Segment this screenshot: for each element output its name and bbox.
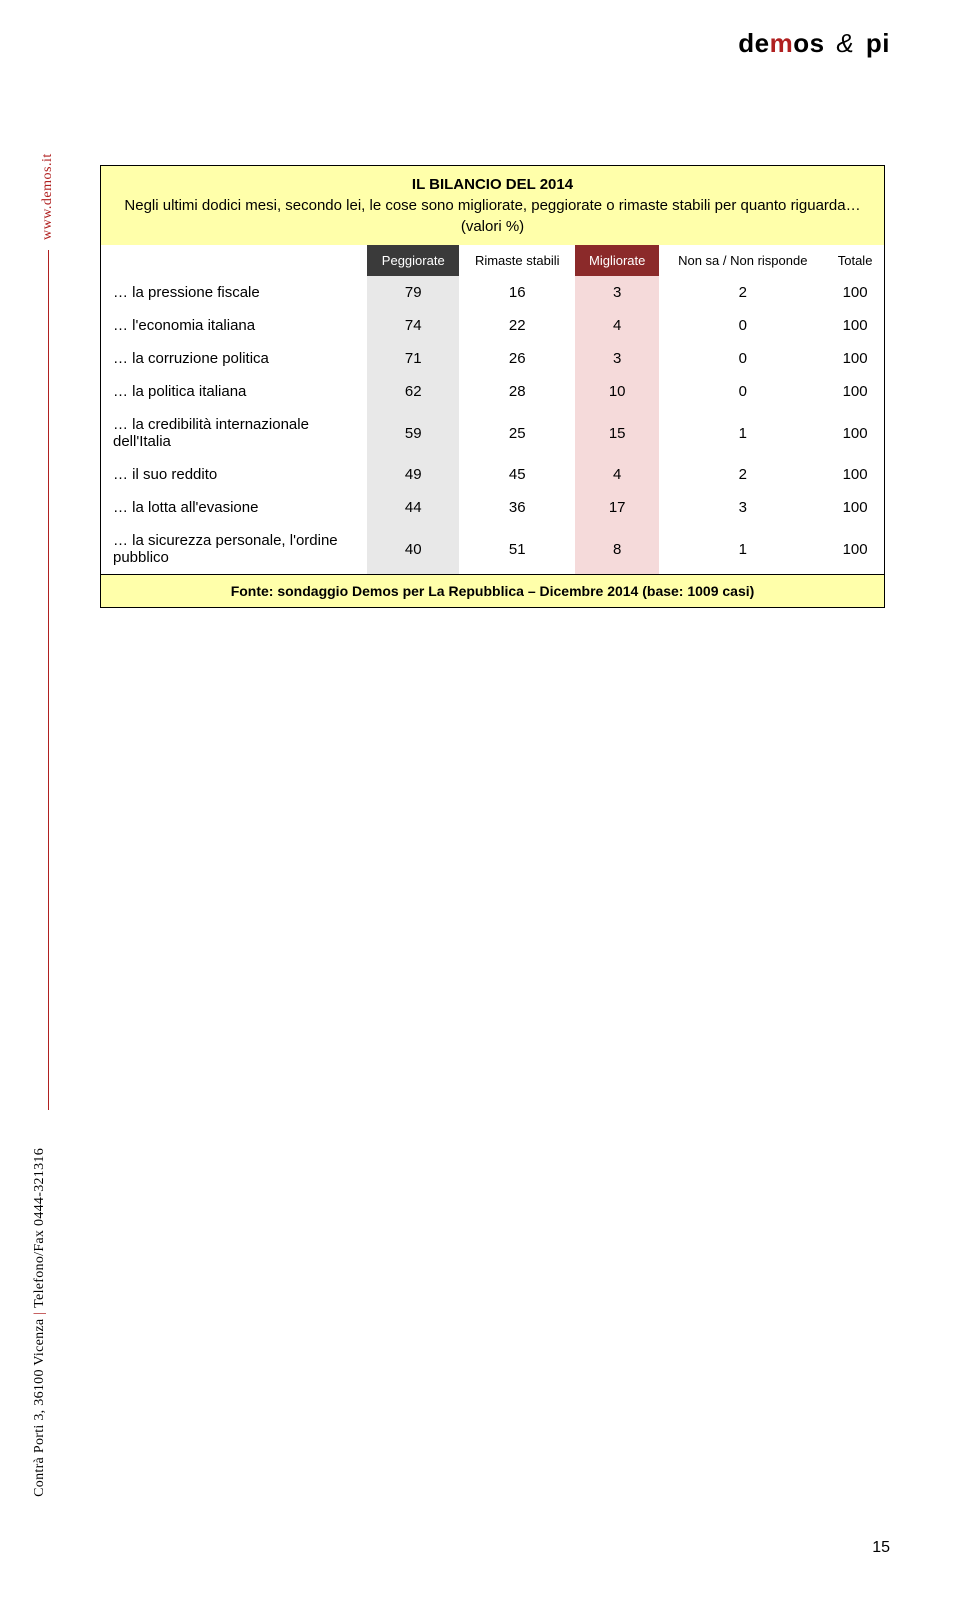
row-label: … la corruzione politica	[101, 342, 368, 375]
table-header-row: Peggiorate Rimaste stabili Migliorate No…	[101, 245, 885, 276]
table-footer: Fonte: sondaggio Demos per La Repubblica…	[101, 575, 885, 608]
cell-peggiorate: 74	[367, 309, 459, 342]
cell-nonsa: 0	[659, 342, 826, 375]
row-label: … l'economia italiana	[101, 309, 368, 342]
brand-logo: demos & pi	[738, 28, 890, 59]
cell-totale: 100	[826, 491, 884, 524]
address-text: Contrà Porti 3, 36100 Vicenza	[32, 1319, 47, 1497]
cell-rimaste: 22	[459, 309, 575, 342]
cell-nonsa: 0	[659, 375, 826, 408]
col-header-nonsa: Non sa / Non risponde	[659, 245, 826, 276]
row-label: … la credibilità internazionale dell'Ita…	[101, 408, 368, 458]
table-row: … la sicurezza personale, l'ordine pubbl…	[101, 524, 885, 575]
logo-text-red: m	[770, 28, 794, 58]
row-label: … la lotta all'evasione	[101, 491, 368, 524]
cell-peggiorate: 79	[367, 276, 459, 309]
table-title: IL BILANCIO DEL 2014	[412, 176, 573, 193]
cell-peggiorate: 71	[367, 342, 459, 375]
cell-migliorate: 17	[575, 491, 659, 524]
logo-text: os	[793, 28, 832, 58]
cell-nonsa: 2	[659, 276, 826, 309]
main-content: IL BILANCIO DEL 2014 Negli ultimi dodici…	[100, 165, 885, 608]
logo-amp: &	[832, 28, 858, 58]
cell-rimaste: 26	[459, 342, 575, 375]
table-row: … la credibilità internazionale dell'Ita…	[101, 408, 885, 458]
cell-peggiorate: 40	[367, 524, 459, 575]
cell-peggiorate: 49	[367, 458, 459, 491]
cell-rimaste: 45	[459, 458, 575, 491]
cell-nonsa: 0	[659, 309, 826, 342]
table-row: … la pressione fiscale791632100	[101, 276, 885, 309]
table-footer-row: Fonte: sondaggio Demos per La Repubblica…	[101, 575, 885, 608]
cell-migliorate: 10	[575, 375, 659, 408]
col-header-label	[101, 245, 368, 276]
table-title-row: IL BILANCIO DEL 2014 Negli ultimi dodici…	[101, 166, 885, 246]
cell-totale: 100	[826, 342, 884, 375]
table-row: … la politica italiana6228100100	[101, 375, 885, 408]
table-row: … il suo reddito494542100	[101, 458, 885, 491]
cell-totale: 100	[826, 458, 884, 491]
cell-rimaste: 16	[459, 276, 575, 309]
sidebar-url: www.demos.it	[40, 90, 60, 240]
data-table: IL BILANCIO DEL 2014 Negli ultimi dodici…	[100, 165, 885, 608]
row-label: … il suo reddito	[101, 458, 368, 491]
cell-rimaste: 25	[459, 408, 575, 458]
cell-nonsa: 3	[659, 491, 826, 524]
table-title-cell: IL BILANCIO DEL 2014 Negli ultimi dodici…	[101, 166, 885, 246]
cell-migliorate: 8	[575, 524, 659, 575]
logo-text: de	[738, 28, 769, 58]
cell-migliorate: 15	[575, 408, 659, 458]
cell-migliorate: 4	[575, 309, 659, 342]
logo-text: pi	[858, 28, 890, 58]
col-header-rimaste: Rimaste stabili	[459, 245, 575, 276]
separator: |	[26, 1312, 53, 1315]
row-label: … la pressione fiscale	[101, 276, 368, 309]
cell-peggiorate: 62	[367, 375, 459, 408]
cell-totale: 100	[826, 524, 884, 575]
cell-nonsa: 2	[659, 458, 826, 491]
cell-rimaste: 28	[459, 375, 575, 408]
col-header-migliorate: Migliorate	[575, 245, 659, 276]
cell-migliorate: 4	[575, 458, 659, 491]
col-header-peggiorate: Peggiorate	[367, 245, 459, 276]
cell-migliorate: 3	[575, 342, 659, 375]
cell-nonsa: 1	[659, 408, 826, 458]
table-subtitle: Negli ultimi dodici mesi, secondo lei, l…	[124, 197, 860, 235]
table-row: … la lotta all'evasione4436173100	[101, 491, 885, 524]
page-number: 15	[872, 1539, 890, 1557]
cell-migliorate: 3	[575, 276, 659, 309]
phone-text: Telefono/Fax 0444-321316	[32, 1148, 47, 1308]
cell-totale: 100	[826, 276, 884, 309]
cell-rimaste: 51	[459, 524, 575, 575]
table-row: … la corruzione politica712630100	[101, 342, 885, 375]
cell-nonsa: 1	[659, 524, 826, 575]
cell-peggiorate: 59	[367, 408, 459, 458]
cell-peggiorate: 44	[367, 491, 459, 524]
table-row: … l'economia italiana742240100	[101, 309, 885, 342]
col-header-totale: Totale	[826, 245, 884, 276]
cell-rimaste: 36	[459, 491, 575, 524]
cell-totale: 100	[826, 375, 884, 408]
sidebar-divider	[48, 250, 49, 1110]
row-label: … la politica italiana	[101, 375, 368, 408]
row-label: … la sicurezza personale, l'ordine pubbl…	[101, 524, 368, 575]
sidebar-address: Contrà Porti 3, 36100 Vicenza | Telefono…	[32, 1148, 48, 1497]
cell-totale: 100	[826, 309, 884, 342]
cell-totale: 100	[826, 408, 884, 458]
